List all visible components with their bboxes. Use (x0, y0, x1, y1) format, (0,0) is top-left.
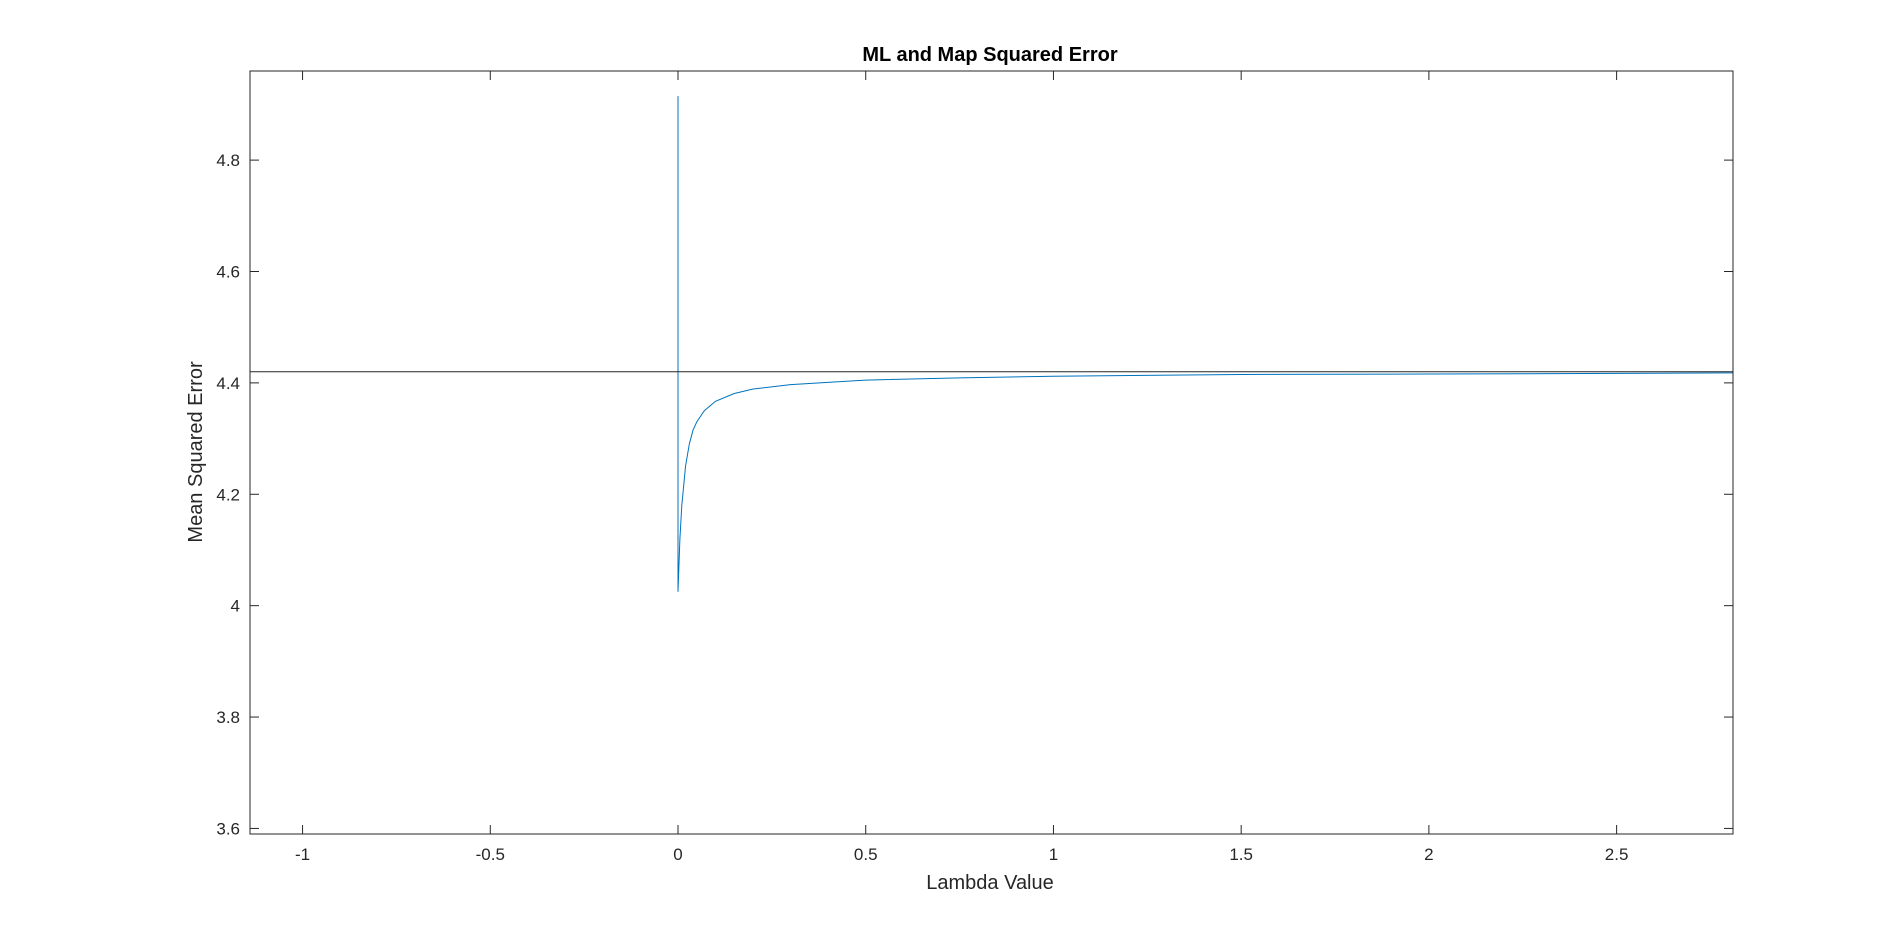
plot-area (250, 96, 1734, 592)
x-tick-label: -1 (295, 845, 310, 864)
y-tick-label: 4.6 (216, 262, 240, 281)
x-axis: -1 -0.5 0 0.5 1 1.5 2 2.5 (295, 71, 1628, 864)
y-tick-label: 4 (231, 597, 240, 616)
y-tick-label: 4.8 (216, 151, 240, 170)
chart-title: ML and Map Squared Error (862, 44, 1117, 66)
x-tick-label: 1 (1049, 845, 1058, 864)
axes-frame (249, 70, 1734, 835)
y-tick-label: 3.8 (216, 708, 240, 727)
y-tick-label: 3.6 (216, 819, 240, 838)
x-tick-label: 2.5 (1605, 845, 1629, 864)
y-tick-label: 4.4 (216, 374, 240, 393)
y-axis-label: Mean Squared Error (185, 361, 207, 543)
x-tick-label: 2 (1424, 845, 1433, 864)
y-tick-label: 4.2 (216, 485, 240, 504)
x-tick-label: 0 (673, 845, 682, 864)
x-axis-label: Lambda Value (926, 872, 1054, 894)
x-tick-label: 0.5 (854, 845, 878, 864)
x-tick-label: -0.5 (476, 845, 505, 864)
x-tick-label: 1.5 (1229, 845, 1253, 864)
series-line (677, 96, 1734, 592)
y-axis: 3.6 3.8 4 4.2 4.4 4.6 4.8 (216, 151, 1733, 838)
